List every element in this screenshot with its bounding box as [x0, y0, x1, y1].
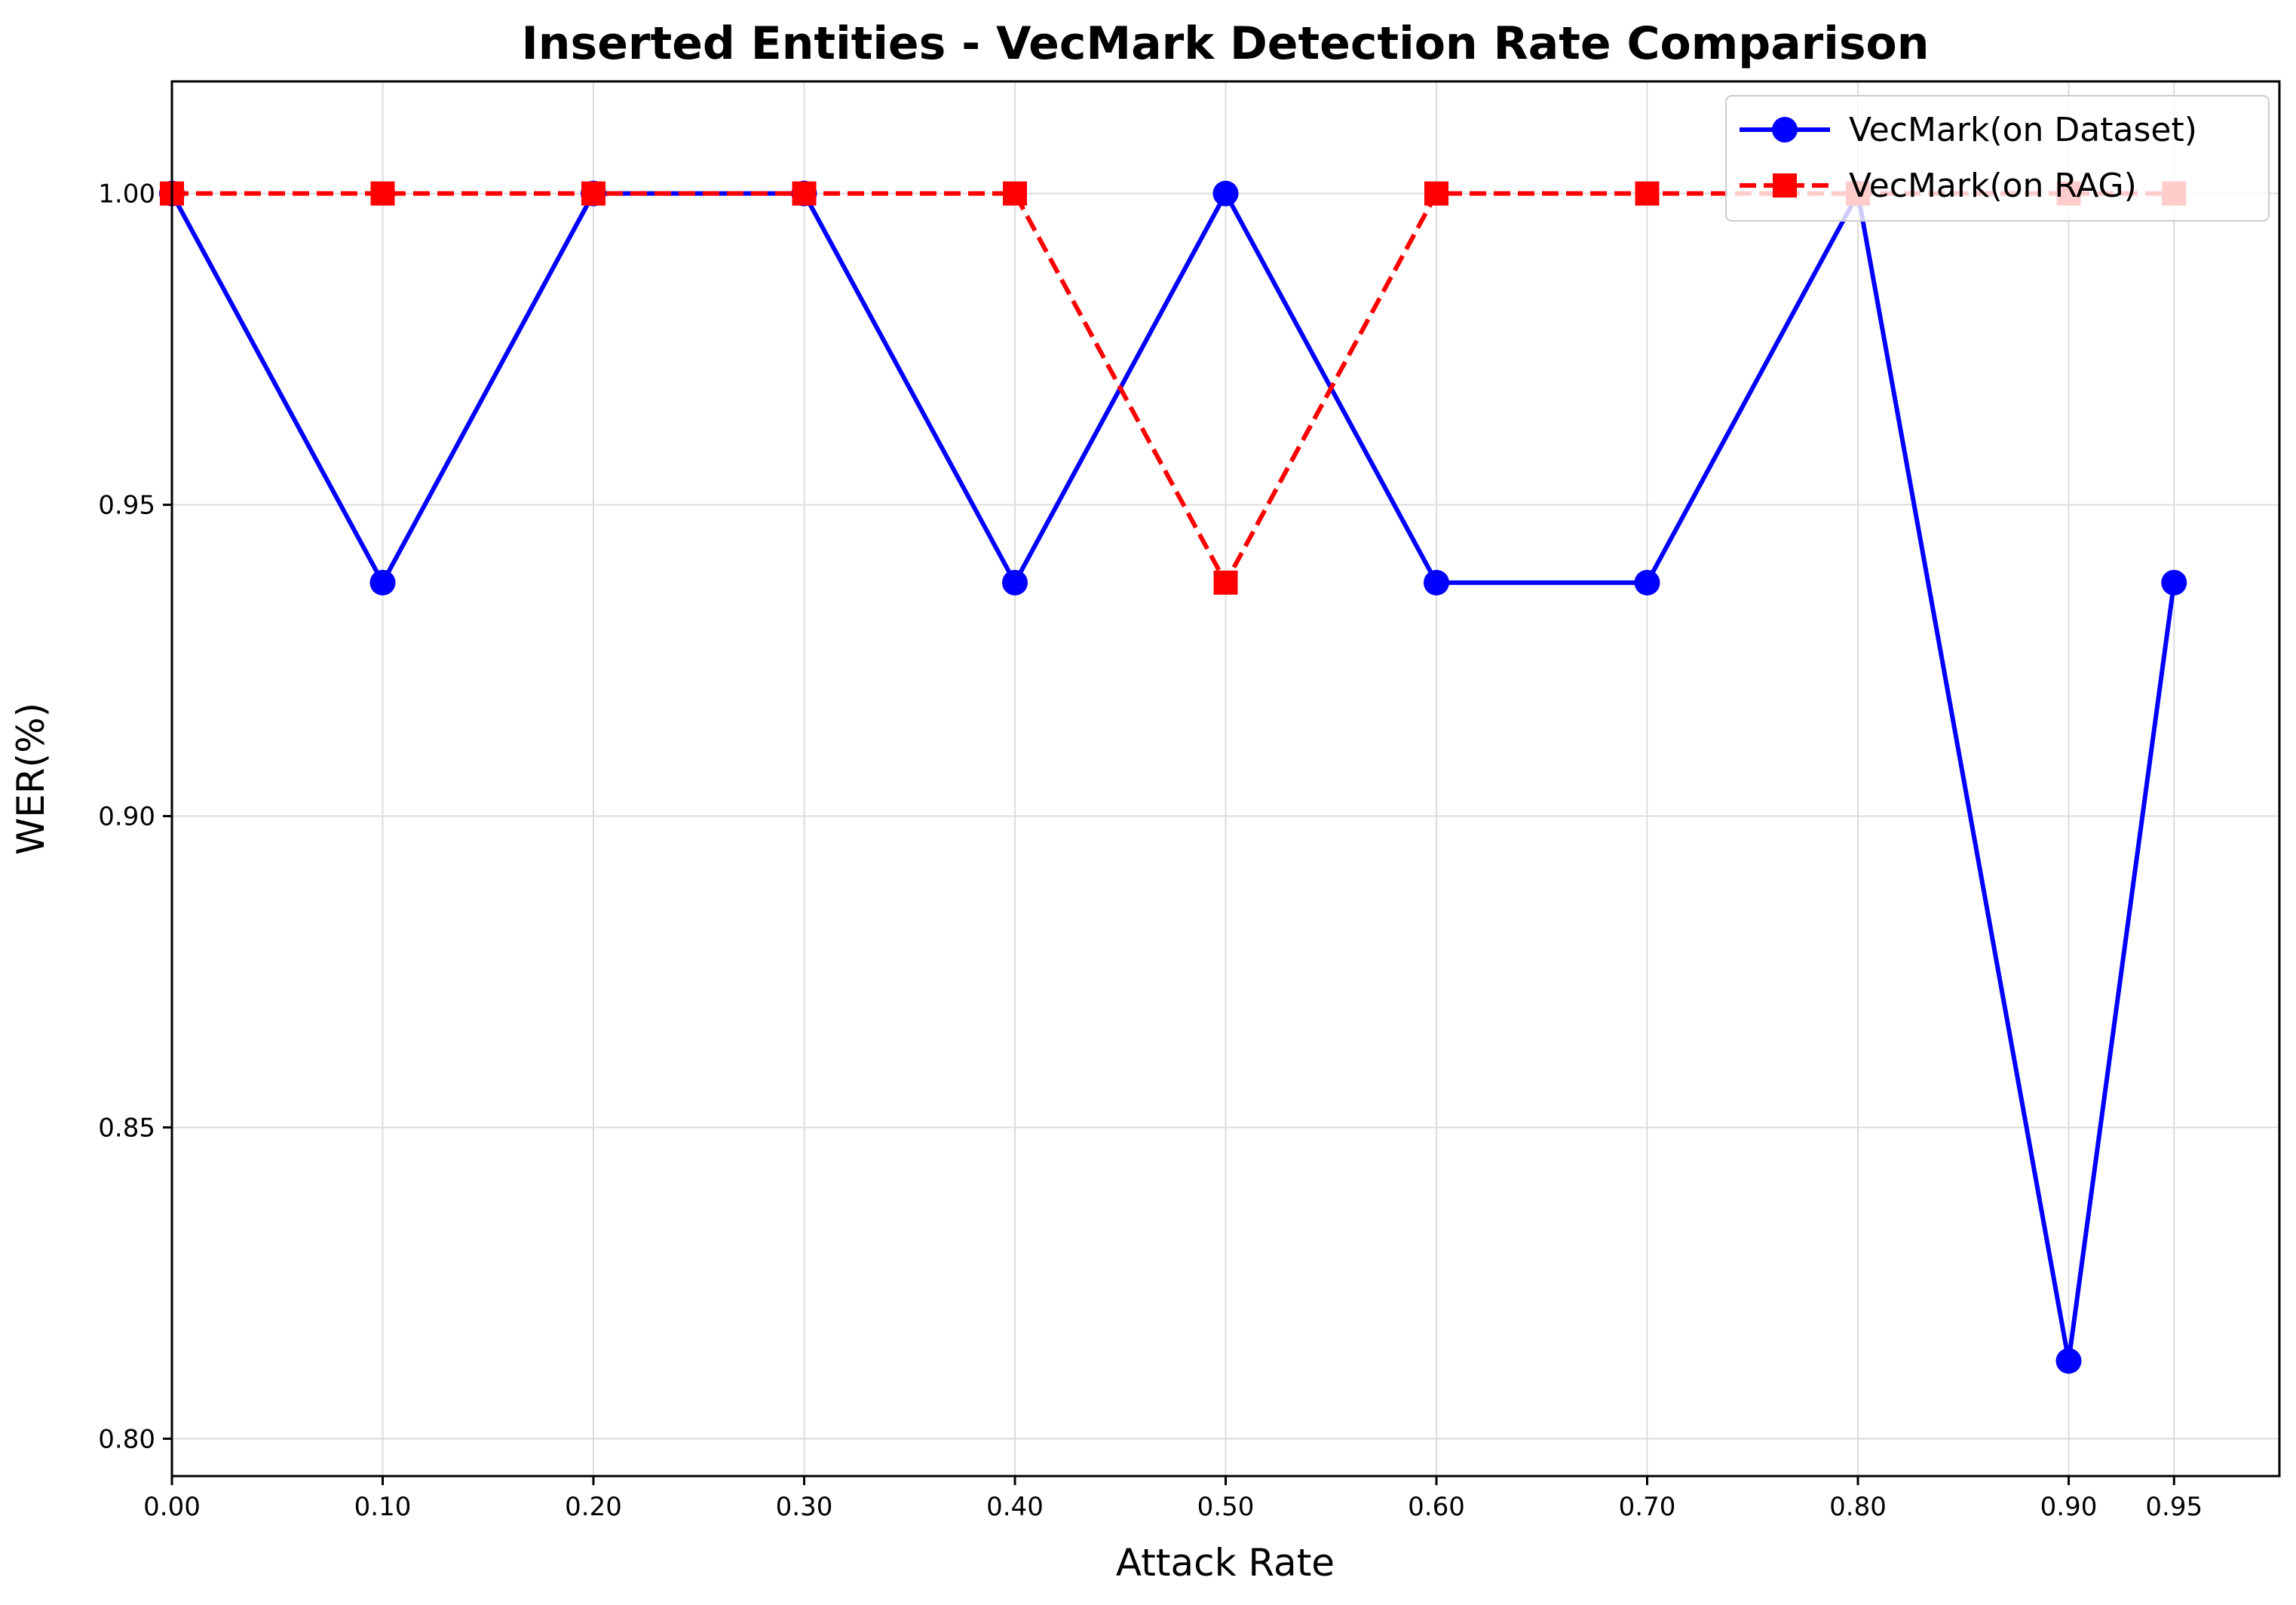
- x-tick-label: 0.90: [2040, 1492, 2098, 1522]
- data-point-circle: [1424, 569, 1449, 596]
- series-rag: [160, 181, 2187, 595]
- y-tick-label: 1.00: [98, 179, 155, 210]
- y-tick-label: 0.85: [98, 1113, 155, 1144]
- data-point-circle: [1002, 569, 1028, 596]
- data-point-circle: [1634, 569, 1660, 596]
- y-tick-label: 0.90: [98, 802, 155, 832]
- grid-lines: [171, 81, 2279, 1476]
- legend-label: VecMark(on RAG): [1849, 167, 2137, 205]
- data-point-square: [581, 181, 605, 206]
- y-tick-label: 0.95: [98, 491, 155, 521]
- x-tick-label: 0.60: [1408, 1492, 1465, 1522]
- x-tick-label: 0.30: [776, 1492, 833, 1522]
- x-tick-label: 0.20: [565, 1492, 622, 1522]
- data-point-square: [792, 181, 817, 206]
- axis-ticks: 0.00 0.10 0.20 0.30 0.40 0.50 0.60 0.70 0.80 0.90…: [98, 179, 2203, 1522]
- x-tick-label: 0.40: [986, 1492, 1044, 1522]
- x-tick-label: 0.00: [143, 1492, 201, 1522]
- x-axis-label: Attack Rate: [1116, 1541, 1335, 1585]
- data-point-circle: [369, 569, 396, 596]
- data-point-circle: [2055, 1348, 2082, 1374]
- plot-frame: [170, 80, 2281, 1478]
- series-layer: [159, 180, 2187, 1374]
- y-axis-label: WER(%): [9, 703, 53, 855]
- legend-marker-circle: [1772, 117, 1798, 142]
- x-tick-label: 0.10: [354, 1492, 412, 1522]
- legend-label: VecMark(on Dataset): [1849, 111, 2197, 149]
- series-line: [172, 191, 2175, 585]
- legend-box: [1725, 95, 2270, 222]
- data-point-square: [1003, 181, 1027, 206]
- series-dataset: [159, 180, 2187, 1374]
- data-point-square: [370, 181, 395, 206]
- data-point-circle: [1212, 180, 1239, 207]
- chart-title: Inserted Entities - VecMark Detection Ra…: [521, 17, 1929, 70]
- series-line: [170, 191, 2177, 1364]
- legend: VecMark(on Dataset) VecMark(on RAG): [1725, 95, 2270, 222]
- data-point-circle: [2161, 569, 2187, 596]
- x-tick-label: 0.95: [2145, 1492, 2203, 1522]
- x-tick-label: 0.80: [1829, 1492, 1887, 1522]
- y-tick-label: 0.80: [98, 1424, 155, 1454]
- data-point-square: [1424, 181, 1448, 206]
- data-point-square: [1635, 181, 1660, 206]
- data-point-square: [1213, 570, 1238, 595]
- legend-marker-square: [1773, 173, 1797, 198]
- x-tick-label: 0.70: [1619, 1492, 1676, 1522]
- x-tick-label: 0.50: [1197, 1492, 1255, 1522]
